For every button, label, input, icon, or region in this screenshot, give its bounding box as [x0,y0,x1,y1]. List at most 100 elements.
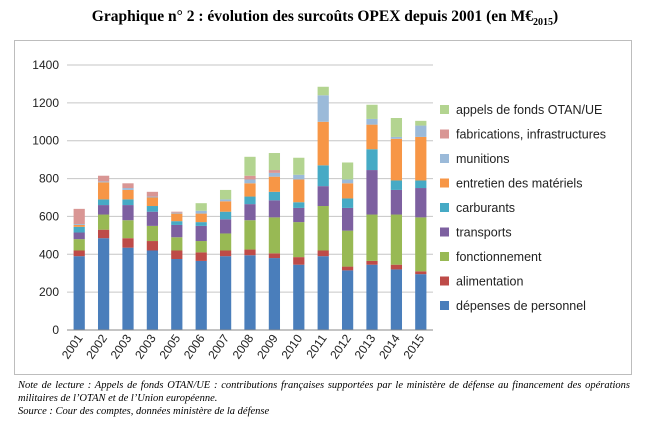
bar-segment [146,211,159,226]
bar-segment [122,205,134,221]
bar-segment [97,181,110,183]
x-tick-label: 2012 [327,331,354,361]
bar-segment [171,250,183,260]
bar-segment [97,238,110,330]
bar-segment [171,211,183,213]
bar-segment [317,121,329,166]
bar-segment [171,212,183,214]
bar-segment [317,250,329,257]
x-tick-label: 2006 [181,331,208,361]
x-tick-label: 2011 [303,331,329,360]
bar-segment [390,269,403,330]
bar-segment [122,188,134,190]
bar-segment [97,229,110,239]
y-tick-label: 1000 [32,134,59,148]
bar-segment [73,232,85,240]
legend-swatch [440,154,449,163]
bar-segment [122,238,134,248]
bar-segment [195,213,207,223]
bar-segment [171,259,183,330]
bar-segment [293,202,305,208]
bar-segment [219,219,232,234]
legend-label: appels de fonds OTAN/UE [456,103,602,117]
bar-segment [244,196,256,205]
x-tick-label: 2015 [400,331,427,361]
bar-segment [293,264,305,330]
bar-segment [122,220,134,239]
chart-title: Graphique n° 2 : évolution des surcoûts … [0,8,650,28]
bar-segment [366,214,378,261]
bar-segment [317,165,329,187]
y-tick-label: 1400 [32,58,59,72]
bar-segment [219,189,232,200]
bar-segment [244,204,256,221]
bar-segment [341,179,354,184]
bar-segment [244,183,256,197]
bar-segment [195,260,207,330]
bar-segment [97,205,110,215]
bar-segment [341,230,354,267]
bar-segment [366,260,378,265]
y-tick-label: 200 [39,285,59,299]
x-tick-label: 2008 [230,331,257,361]
x-tick-label: 2005 [156,331,183,361]
legend-label: alimentation [456,275,523,289]
bar-segment [73,239,85,251]
bar-segment [219,201,232,212]
bar-segment [268,253,281,259]
bar-segment [195,252,207,261]
y-tick-label: 400 [39,247,59,261]
bar-segment [390,136,403,139]
bar-segment [293,174,305,180]
y-tick-label: 1200 [32,96,59,110]
legend-swatch [440,105,449,114]
x-tick-label: 2007 [205,331,232,361]
bar-segment [317,186,329,207]
legend-label: carburants [456,201,515,215]
bar-segment [97,199,110,206]
bar-segment [146,241,159,251]
chart-note: Note de lecture : Appels de fonds OTAN/U… [18,379,630,418]
bar-segment [268,258,281,330]
bar-segment [268,153,281,171]
bar-segment [415,217,427,272]
x-tick-label: 2003 [132,331,159,361]
bar-segment [415,188,427,218]
legend-label: fonctionnement [456,250,542,264]
bar-segment [341,266,354,271]
bar-segment [73,224,85,227]
bar-segment [366,118,378,125]
bar-segment [73,256,85,330]
legend-swatch [440,227,449,237]
bar-segment [171,224,183,238]
bar-segment [390,118,403,137]
bar-segment [146,206,159,212]
source-line: Source : Cour des comptes, données minis… [18,406,270,417]
bar-segment [366,104,378,119]
x-tick-label: 2001 [59,331,86,361]
bar-segment [244,220,256,250]
bar-segment [122,247,134,330]
bar-segment [146,197,159,207]
bar-segment [195,241,207,253]
bar-segment [268,200,281,218]
bar-segment [97,182,110,200]
bar-segment [195,225,207,242]
bar-segment [268,217,281,254]
bar-segment [293,222,305,258]
legend-swatch [440,276,449,286]
bar-segment [317,206,329,251]
bar-segment [97,175,110,182]
bar-segment [122,199,134,206]
x-tick-label: 2013 [352,331,379,361]
stacked-bar-chart: 0200400600800100012001400200120022003200… [32,58,606,362]
bar-segment [244,175,256,180]
bar-segment [219,256,232,330]
bar-segment [390,214,403,265]
legend-swatch [440,252,449,261]
bar-segment [341,207,354,231]
bar-segment [293,157,305,175]
bar-segment [366,264,378,330]
bar-segment [195,222,207,226]
legend-label: munitions [456,152,510,166]
